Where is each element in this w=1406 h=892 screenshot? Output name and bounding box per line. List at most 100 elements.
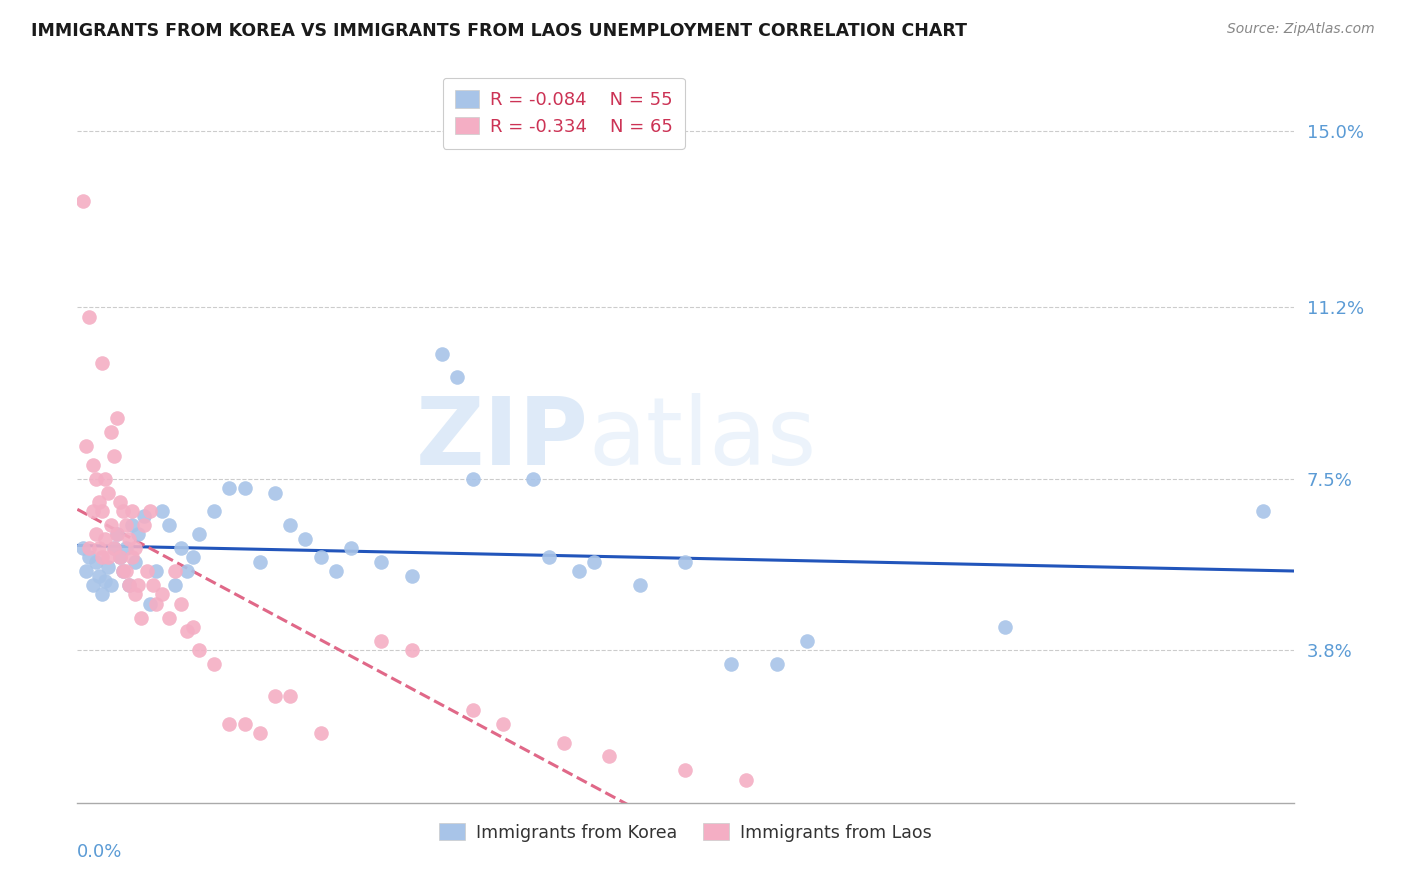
Point	[994, 620, 1017, 634]
Point	[84, 472, 107, 486]
Point	[522, 472, 544, 486]
Point	[278, 690, 301, 704]
Point	[90, 550, 112, 565]
Point	[492, 717, 515, 731]
Point	[568, 564, 591, 578]
Point	[75, 439, 97, 453]
Point	[97, 485, 120, 500]
Point	[93, 532, 115, 546]
Point	[430, 346, 453, 360]
Point	[103, 541, 125, 555]
Point	[188, 643, 211, 657]
Point	[181, 550, 204, 565]
Point	[163, 578, 186, 592]
Point	[121, 504, 143, 518]
Point	[115, 541, 138, 555]
Point	[139, 504, 162, 518]
Point	[218, 481, 240, 495]
Point	[100, 518, 122, 533]
Point	[537, 550, 560, 565]
Point	[553, 736, 575, 750]
Text: ZIP: ZIP	[415, 393, 588, 485]
Point	[188, 527, 211, 541]
Point	[90, 504, 112, 518]
Point	[118, 532, 141, 546]
Point	[628, 578, 651, 592]
Point	[461, 472, 484, 486]
Point	[202, 504, 225, 518]
Point	[142, 578, 165, 592]
Point	[134, 518, 156, 533]
Point	[103, 449, 125, 463]
Point	[446, 369, 468, 384]
Text: atlas: atlas	[588, 393, 817, 485]
Point	[598, 749, 620, 764]
Point	[121, 550, 143, 565]
Point	[111, 564, 134, 578]
Point	[87, 541, 110, 555]
Point	[84, 527, 107, 541]
Point	[720, 657, 742, 671]
Point	[157, 610, 180, 624]
Point	[84, 555, 107, 569]
Point	[157, 518, 180, 533]
Point	[100, 578, 122, 592]
Point	[121, 518, 143, 533]
Point	[675, 555, 697, 569]
Point	[233, 717, 256, 731]
Point	[97, 550, 120, 565]
Point	[124, 541, 146, 555]
Point	[796, 633, 818, 648]
Point	[152, 504, 174, 518]
Point	[202, 657, 225, 671]
Point	[765, 657, 787, 671]
Point	[163, 564, 186, 578]
Point	[170, 597, 193, 611]
Point	[75, 564, 97, 578]
Point	[105, 527, 128, 541]
Point	[105, 527, 128, 541]
Point	[145, 564, 167, 578]
Point	[145, 597, 167, 611]
Point	[264, 690, 287, 704]
Point	[675, 764, 697, 778]
Point	[218, 717, 240, 731]
Point	[103, 541, 125, 555]
Point	[370, 555, 392, 569]
Point	[1251, 504, 1274, 518]
Point	[325, 564, 347, 578]
Point	[370, 633, 392, 648]
Point	[72, 541, 94, 555]
Point	[79, 541, 101, 555]
Legend: Immigrants from Korea, Immigrants from Laos: Immigrants from Korea, Immigrants from L…	[433, 816, 938, 848]
Point	[115, 564, 138, 578]
Point	[139, 597, 162, 611]
Point	[118, 578, 141, 592]
Text: Source: ZipAtlas.com: Source: ZipAtlas.com	[1227, 22, 1375, 37]
Point	[108, 550, 131, 565]
Point	[136, 564, 159, 578]
Point	[87, 569, 110, 583]
Point	[401, 643, 423, 657]
Text: IMMIGRANTS FROM KOREA VS IMMIGRANTS FROM LAOS UNEMPLOYMENT CORRELATION CHART: IMMIGRANTS FROM KOREA VS IMMIGRANTS FROM…	[31, 22, 967, 40]
Point	[170, 541, 193, 555]
Point	[100, 425, 122, 440]
Point	[82, 504, 104, 518]
Point	[111, 504, 134, 518]
Point	[134, 508, 156, 523]
Point	[124, 587, 146, 601]
Point	[115, 518, 138, 533]
Point	[93, 472, 115, 486]
Point	[176, 624, 198, 639]
Point	[108, 495, 131, 509]
Point	[129, 610, 152, 624]
Point	[124, 555, 146, 569]
Point	[118, 578, 141, 592]
Point	[90, 356, 112, 370]
Point	[90, 587, 112, 601]
Point	[233, 481, 256, 495]
Point	[111, 564, 134, 578]
Point	[79, 550, 101, 565]
Point	[108, 550, 131, 565]
Point	[176, 564, 198, 578]
